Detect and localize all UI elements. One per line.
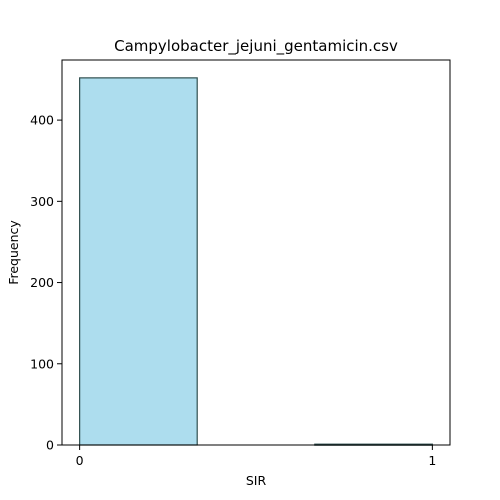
y-tick-label-0: 0 — [46, 438, 54, 453]
x-axis-label: SIR — [246, 473, 267, 488]
bars-group — [79, 77, 433, 446]
y-axis-label: Frequency — [6, 220, 21, 285]
y-tick-label-4: 400 — [30, 113, 54, 128]
y-tick-label-3: 300 — [30, 194, 54, 209]
y-tick-label-2: 200 — [30, 275, 54, 290]
plot-frame — [61, 59, 451, 446]
x-tick-label-0: 0 — [76, 453, 84, 468]
ticks-group: 0 1 0 100 200 300 400 — [30, 113, 436, 468]
x-tick-label-1: 1 — [428, 453, 436, 468]
y-tick-label-1: 100 — [30, 356, 54, 371]
histogram-bar-0 — [79, 77, 198, 446]
chart-title: Campylobacter_jejuni_gentamicin.csv — [114, 37, 398, 56]
